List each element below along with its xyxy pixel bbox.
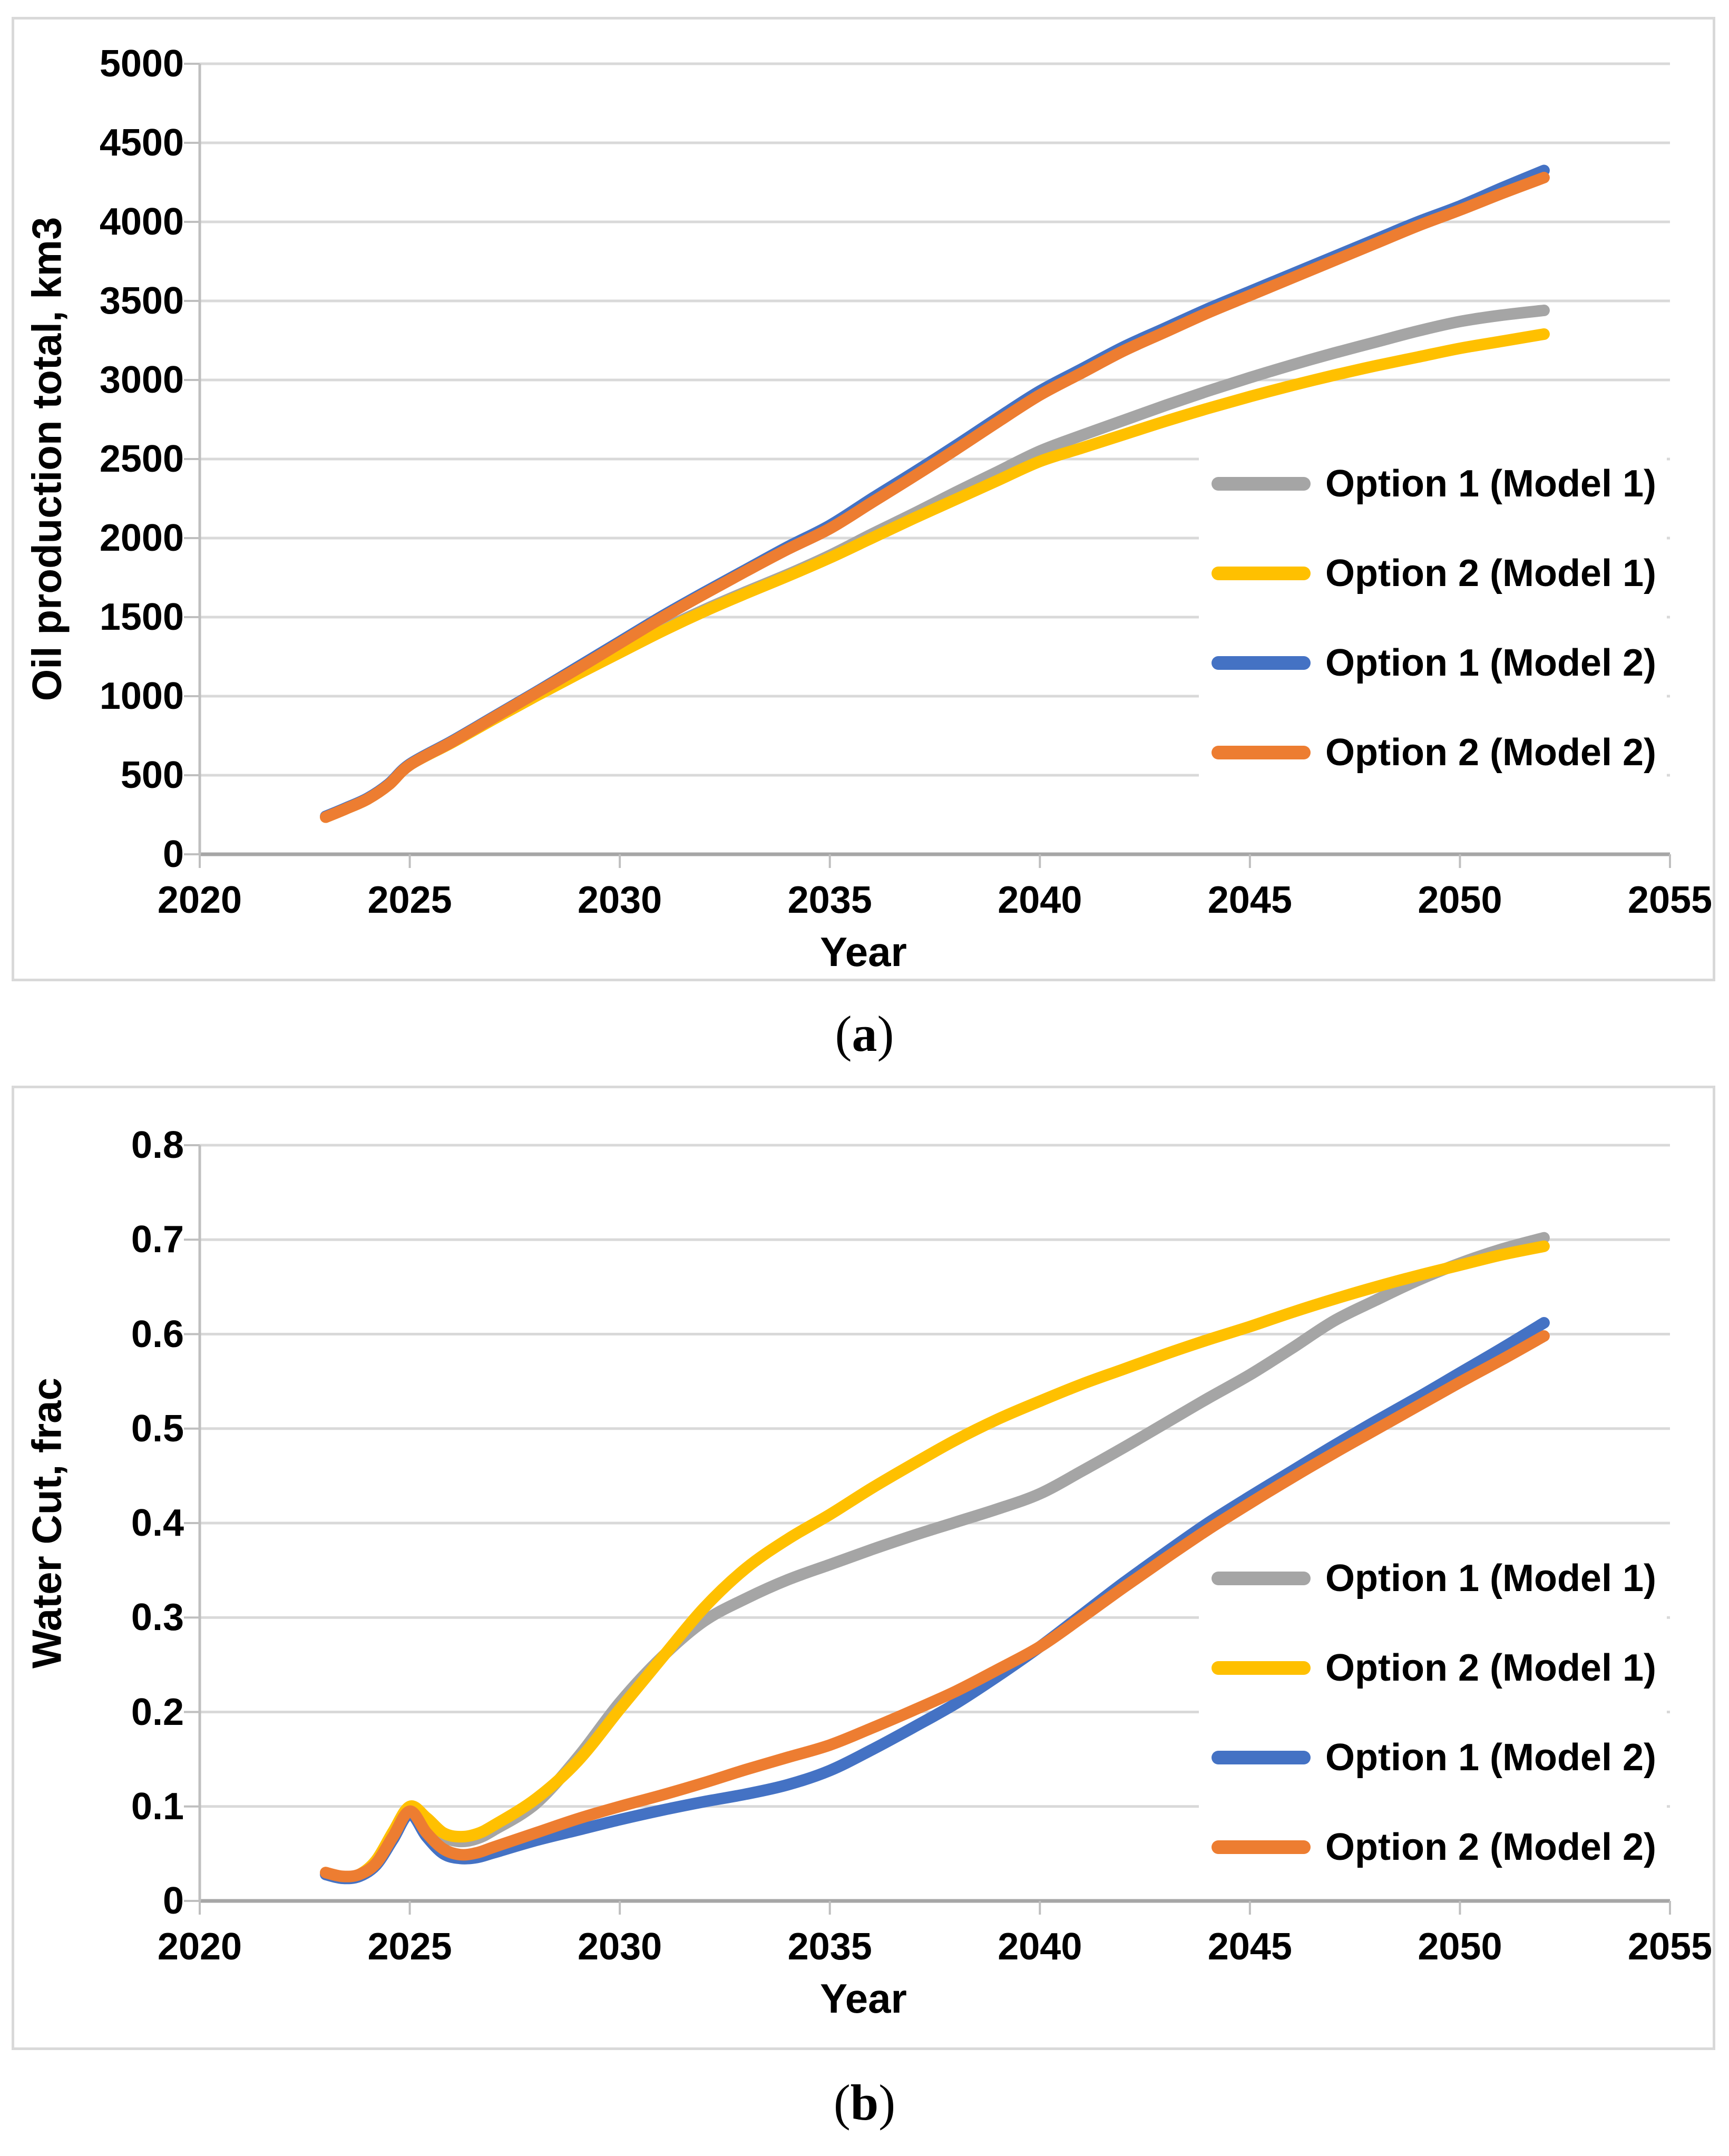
x-tick-label: 2055 <box>1627 879 1713 921</box>
legend-line-swatch <box>1212 1661 1311 1675</box>
caption-b-letter: b <box>850 2074 879 2131</box>
legend-line-swatch <box>1212 656 1311 670</box>
legend-item: Option 1 (Model 2) <box>1212 638 1656 688</box>
legend-item: Option 1 (Model 1) <box>1212 458 1656 509</box>
legend-item: Option 1 (Model 1) <box>1212 1553 1656 1604</box>
y-tick-label: 0 <box>162 1880 184 1922</box>
x-tick-label: 2040 <box>998 1926 1082 1968</box>
caption-b: (b) <box>0 2050 1729 2154</box>
y-tick-label: 0.3 <box>131 1596 184 1639</box>
chart-panel-a: Oil production total, km3 Option 1 (Mode… <box>12 17 1715 981</box>
legend-label: Option 2 (Model 1) <box>1325 552 1656 594</box>
series-lines <box>320 1232 1550 1885</box>
chart-canvas-a <box>184 62 1671 868</box>
y-tick-label: 500 <box>120 754 184 796</box>
legend-label: Option 2 (Model 2) <box>1325 731 1656 774</box>
caption-a: (a) <box>0 981 1729 1086</box>
legend-a: Option 1 (Model 1) Option 2 (Model 1) Opti… <box>1199 451 1667 785</box>
y-tick-label: 1000 <box>99 675 184 717</box>
x-tick-label: 2050 <box>1418 879 1502 921</box>
legend-label: Option 2 (Model 2) <box>1325 1826 1656 1869</box>
x-tick-label: 2045 <box>1207 1926 1292 1968</box>
legend-label: Option 1 (Model 2) <box>1325 642 1656 684</box>
x-axis-title-a: Year <box>820 929 907 975</box>
legend-item: Option 2 (Model 1) <box>1212 548 1656 599</box>
series-line-b-2 <box>320 1240 1550 1884</box>
x-tick-label: 2030 <box>578 1926 662 1968</box>
x-axis-title-b: Year <box>820 1975 907 2022</box>
x-tick-label: 2035 <box>787 1926 872 1968</box>
x-tick-label: 2025 <box>367 1926 452 1968</box>
legend-item: Option 1 (Model 2) <box>1212 1732 1656 1783</box>
x-tick-label: 2035 <box>787 879 872 921</box>
legend-item: Option 2 (Model 1) <box>1212 1643 1656 1693</box>
series-lines <box>320 164 1550 823</box>
caption-b-close-paren: ) <box>878 2074 896 2131</box>
plot-area-b: Water Cut, frac Option 1 (Model 1) Option… <box>24 1124 1713 1968</box>
x-tick-label: 2025 <box>367 879 452 921</box>
plot-area-a: Oil production total, km3 Option 1 (Mode… <box>24 43 1713 921</box>
series-line-a-4 <box>320 172 1550 823</box>
legend-line-swatch <box>1212 567 1311 580</box>
legend-line-swatch <box>1212 1572 1311 1586</box>
y-tick-label: 4000 <box>99 201 184 243</box>
y-tick-label: 4500 <box>99 122 184 164</box>
legend-item: Option 2 (Model 2) <box>1212 1822 1656 1872</box>
legend-item: Option 2 (Model 2) <box>1212 727 1656 778</box>
x-tick-label: 2020 <box>157 1926 242 1968</box>
series-line-b-4 <box>320 1330 1550 1882</box>
y-tick-label: 0.5 <box>131 1407 184 1450</box>
legend-label: Option 1 (Model 1) <box>1325 463 1656 505</box>
y-tick-label: 1500 <box>99 596 184 638</box>
legend-line-swatch <box>1212 1840 1311 1855</box>
legend-line-swatch <box>1212 1751 1311 1765</box>
y-tick-label: 0.2 <box>131 1691 184 1733</box>
x-tick-label: 2050 <box>1418 1926 1502 1968</box>
y-tick-label: 2500 <box>99 438 184 480</box>
caption-a-letter: a <box>852 1005 877 1062</box>
legend-line-swatch <box>1212 746 1311 759</box>
y-tick-label: 0.1 <box>131 1785 184 1828</box>
legend-label: Option 2 (Model 1) <box>1325 1647 1656 1690</box>
caption-a-close-paren: ) <box>877 1005 894 1062</box>
caption-a-open-paren: ( <box>835 1005 852 1062</box>
y-tick-label: 0.4 <box>131 1502 184 1544</box>
x-tick-label: 2020 <box>157 879 242 921</box>
legend-label: Option 1 (Model 1) <box>1325 1557 1656 1600</box>
legend-b: Option 1 (Model 1) Option 2 (Model 1) Opti… <box>1199 1546 1667 1880</box>
y-tick-label: 5000 <box>99 43 184 85</box>
x-tick-label: 2030 <box>578 879 662 921</box>
y-tick-label: 3500 <box>99 280 184 322</box>
gridlines <box>184 62 1671 868</box>
y-tick-label: 3000 <box>99 359 184 401</box>
caption-b-open-paren: ( <box>833 2074 851 2131</box>
legend-line-swatch <box>1212 477 1311 491</box>
x-tick-label: 2045 <box>1207 879 1292 921</box>
y-tick-label: 0.6 <box>131 1313 184 1355</box>
x-tick-label: 2055 <box>1627 1926 1713 1968</box>
y-tick-label: 0.8 <box>131 1124 184 1166</box>
chart-panel-b: Water Cut, frac Option 1 (Model 1) Option… <box>12 1086 1715 2050</box>
y-tick-label: 0 <box>162 833 184 875</box>
legend-label: Option 1 (Model 2) <box>1325 1736 1656 1779</box>
y-tick-label: 2000 <box>99 517 184 559</box>
x-tick-label: 2040 <box>998 879 1082 921</box>
y-tick-label: 0.7 <box>131 1218 184 1261</box>
